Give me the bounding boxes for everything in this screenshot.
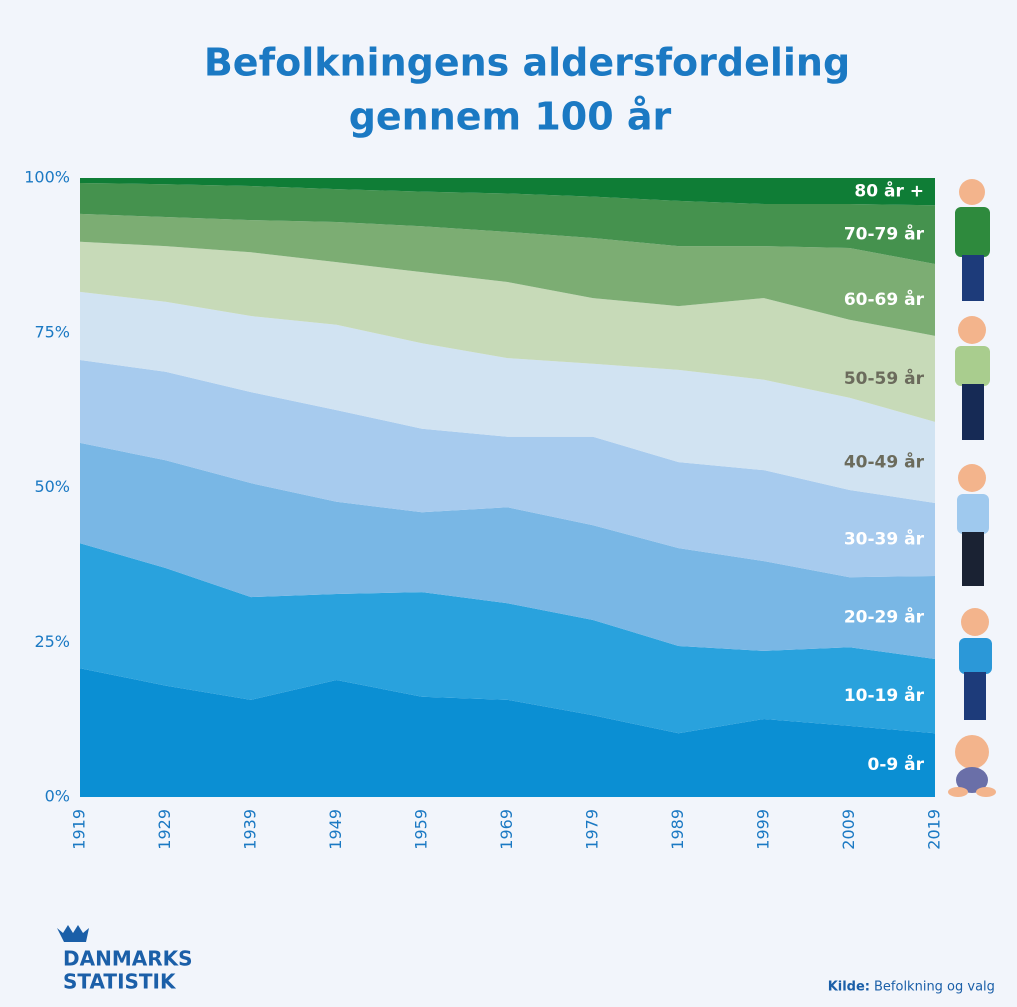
- area: [80, 213, 935, 336]
- series-label: 10-19 år: [844, 684, 925, 706]
- series-label: 40-49 år: [844, 450, 925, 472]
- area: [80, 178, 935, 206]
- series-label: 70-79 år: [844, 223, 925, 245]
- source: Befolkning og valg: [874, 980, 995, 995]
- x-tick-label: 1959: [412, 809, 431, 850]
- area: [80, 543, 935, 734]
- logo-crown: [57, 925, 89, 942]
- x-tick-label: 1989: [668, 809, 687, 850]
- series-label: 50-59 år: [844, 367, 925, 389]
- y-tick-label: 100%: [24, 168, 70, 187]
- area: [80, 182, 935, 265]
- area: [80, 241, 935, 422]
- chart-title: gennem 100 år: [349, 95, 672, 139]
- series-label: 30-39 år: [844, 527, 925, 549]
- y-tick-label: 25%: [34, 632, 70, 651]
- area: [80, 291, 935, 503]
- x-tick-label: 2019: [925, 809, 944, 850]
- chart-title: Befolkningens aldersfordeling: [204, 41, 850, 85]
- area: [80, 668, 935, 797]
- x-tick-label: 1939: [241, 809, 260, 850]
- series-label: 60-69 år: [844, 288, 925, 310]
- people-icons: [948, 179, 996, 797]
- area: [80, 442, 935, 659]
- area: [80, 359, 935, 578]
- y-tick-label: 50%: [34, 477, 70, 496]
- x-tick-label: 1919: [70, 809, 89, 850]
- x-tick-label: 1999: [754, 809, 773, 850]
- series-label: 0-9 år: [868, 753, 925, 775]
- logo-text: STATISTIK: [63, 970, 177, 994]
- source-label: Kilde:: [828, 980, 870, 995]
- series-label: 20-29 år: [844, 605, 925, 627]
- x-tick-label: 1929: [155, 809, 174, 850]
- y-tick-label: 75%: [34, 322, 70, 341]
- x-tick-label: 1969: [497, 809, 516, 850]
- x-tick-label: 1979: [583, 809, 602, 850]
- series-label: 80 år +: [854, 180, 924, 202]
- x-tick-label: 2009: [839, 809, 858, 850]
- x-tick-label: 1949: [326, 809, 345, 850]
- logo-text: DANMARKS: [63, 947, 193, 971]
- y-tick-label: 0%: [45, 787, 70, 806]
